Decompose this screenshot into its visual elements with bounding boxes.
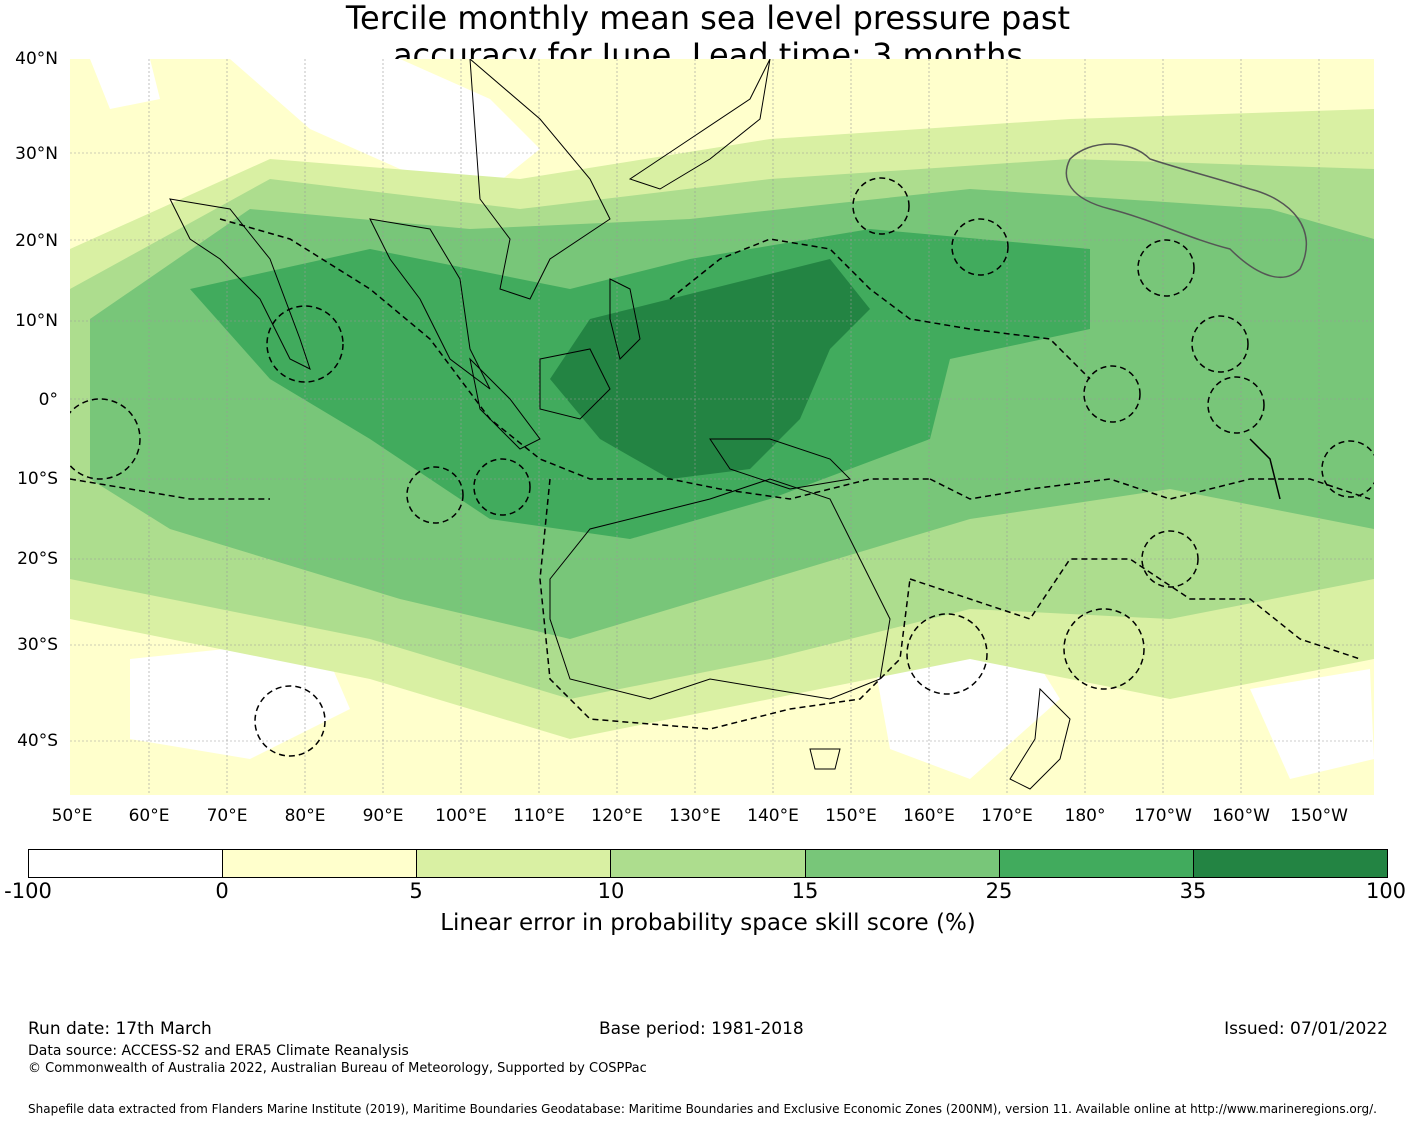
sumatra-coastline — [469, 357, 541, 450]
colorbar-tick: 35 — [1179, 879, 1207, 903]
lon-label-140e: 140°E — [747, 806, 799, 826]
issued-date: Issued: 07/01/2022 — [1224, 1019, 1388, 1039]
lon-label-90e: 90°E — [362, 806, 404, 826]
east-asia-coastline — [469, 59, 611, 300]
run-date: Run date: 17th March — [28, 1019, 212, 1039]
lon-label-110e: 110°E — [513, 806, 565, 826]
colorbar-segment-25-35 — [999, 850, 1194, 877]
colorbar-segment-0-5 — [223, 850, 418, 877]
colorbar-segment-15-25 — [805, 850, 1000, 877]
copyright: © Commonwealth of Australia 2022, Austra… — [28, 1061, 647, 1076]
colorbar-tick: 100 — [1365, 879, 1407, 903]
colorbar-segment-35-100 — [1193, 850, 1387, 877]
lon-label-50e: 50°E — [51, 806, 93, 826]
base-period: Base period: 1981-2018 — [599, 1019, 804, 1039]
india-coastline — [169, 198, 311, 370]
philippines-coastline — [609, 278, 641, 360]
lon-label-170w: 170°W — [1134, 806, 1192, 826]
boundary-line-solid — [1249, 438, 1281, 500]
map-title: Tercile monthly mean sea level pressure … — [0, 0, 1416, 74]
colorbar-segment-neg100-0 — [29, 850, 224, 877]
lon-label-100e: 100°E — [435, 806, 487, 826]
lon-label-80e: 80°E — [284, 806, 326, 826]
lat-label-40n: 40°N — [15, 49, 58, 69]
lat-label-10s: 10°S — [17, 469, 58, 489]
lon-label-60e: 60°E — [128, 806, 170, 826]
colorbar-tick: 10 — [597, 879, 625, 903]
japan-coastline — [628, 59, 771, 190]
title-line-1: Tercile monthly mean sea level pressure … — [345, 0, 1071, 37]
eez-boundaries — [70, 177, 1374, 757]
southeast-asia-coastline — [369, 218, 491, 390]
new-zealand-coastline — [1009, 687, 1071, 790]
new-guinea-coastline — [709, 438, 852, 490]
colorbar-tick: 15 — [791, 879, 819, 903]
lon-label-160e: 160°E — [903, 806, 955, 826]
lat-label-30s: 30°S — [17, 635, 58, 655]
lon-label-150w: 150°W — [1290, 806, 1348, 826]
lon-label-70e: 70°E — [206, 806, 248, 826]
australia-coastline — [549, 478, 891, 700]
colorbar-tick: -100 — [4, 879, 52, 903]
shapefile-credit: Shapefile data extracted from Flanders M… — [28, 1102, 1377, 1116]
lat-label-0: 0° — [38, 390, 58, 410]
lon-label-180: 180° — [1064, 806, 1106, 826]
lon-label-130e: 130°E — [669, 806, 721, 826]
skill-score-map — [70, 59, 1374, 795]
lat-label-40s: 40°S — [17, 731, 58, 751]
skill-contour-line — [1065, 143, 1307, 279]
colorbar — [28, 849, 1388, 878]
colorbar-segment-5-10 — [417, 850, 612, 877]
data-source: Data source: ACCESS-S2 and ERA5 Climate … — [28, 1043, 409, 1059]
lat-label-20s: 20°S — [17, 549, 58, 569]
colorbar-segment-10-15 — [611, 850, 806, 877]
colorbar-tick: 5 — [409, 879, 423, 903]
colorbar-label: Linear error in probability space skill … — [440, 910, 976, 936]
skill-35-100-areas — [550, 259, 870, 479]
lon-label-120e: 120°E — [591, 806, 643, 826]
lon-label-170e: 170°E — [981, 806, 1033, 826]
colorbar-tick: 0 — [215, 879, 229, 903]
borneo-coastline — [539, 348, 611, 420]
colorbar-tick: 25 — [985, 879, 1013, 903]
coastlines — [169, 59, 1071, 790]
tasmania-coastline — [809, 748, 841, 770]
lat-label-10n: 10°N — [15, 311, 58, 331]
lon-label-160w: 160°W — [1212, 806, 1270, 826]
lat-label-30n: 30°N — [15, 144, 58, 164]
lat-label-20n: 20°N — [15, 231, 58, 251]
gridlines — [70, 59, 1374, 795]
lon-label-150e: 150°E — [825, 806, 877, 826]
